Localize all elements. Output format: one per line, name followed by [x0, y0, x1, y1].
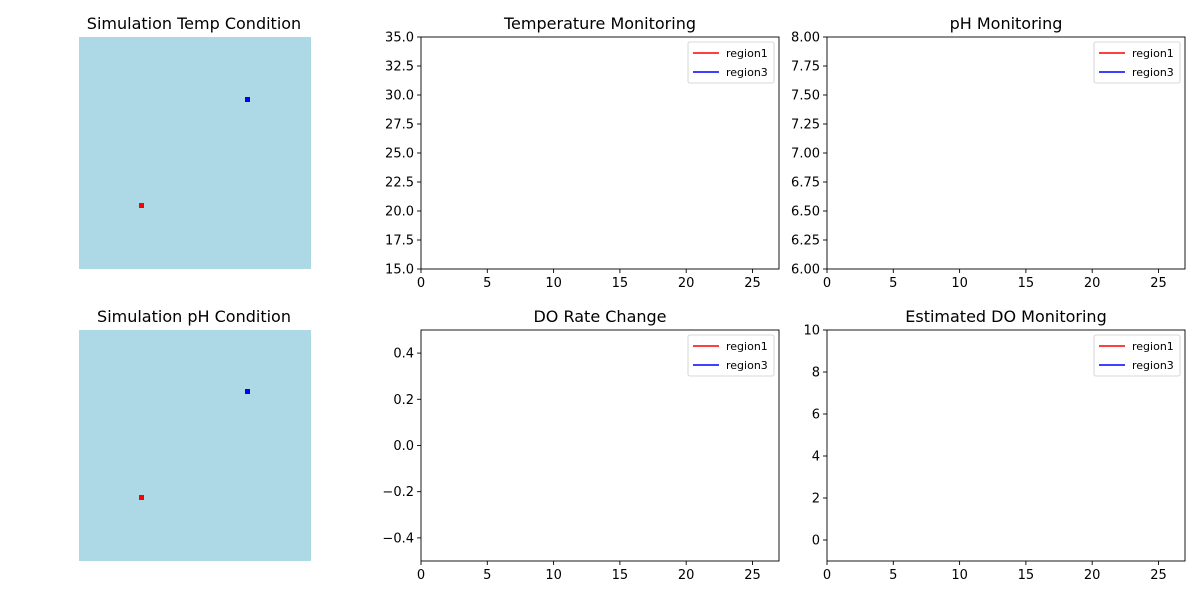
legend: region1 region3: [687, 334, 775, 377]
x-tick-label: 25: [1150, 568, 1167, 583]
y-tick-label: 0.2: [393, 393, 414, 408]
x-tick-label: 25: [744, 568, 761, 583]
y-tick-label: 0.0: [393, 439, 414, 454]
map-marker-region1-temp: [139, 203, 144, 208]
chart-title: Estimated DO Monitoring: [905, 307, 1106, 326]
y-tick-label: 10: [803, 324, 820, 339]
legend-label-region3: region3: [726, 66, 768, 79]
x-tick-label: 25: [1150, 276, 1167, 291]
x-tick-label: 10: [545, 276, 562, 291]
x-tick-label: 20: [1084, 568, 1101, 583]
chart-3: DO Rate Change 0 5 10 15 20 25 −0.4 −0.2 0.0 0.2 0.…: [382, 307, 780, 583]
legend: region1 region3: [1093, 41, 1181, 84]
map-panel-temp: Simulation Temp Condition: [79, 14, 311, 269]
y-tick-label: 6: [812, 408, 820, 423]
x-tick-label: 10: [951, 276, 968, 291]
y-tick-label: 6.25: [791, 234, 820, 249]
map-title-ph: Simulation pH Condition: [97, 307, 291, 326]
map-marker-region3-ph: [245, 389, 250, 394]
legend-label-region1: region1: [1132, 47, 1174, 60]
chart-title: Temperature Monitoring: [503, 14, 696, 33]
y-tick-label: 6.00: [791, 263, 820, 278]
y-tick-label: 8.00: [791, 31, 820, 46]
y-tick-label: 22.5: [385, 176, 414, 191]
y-tick-label: −0.2: [382, 485, 414, 500]
legend: region1 region3: [1093, 334, 1181, 377]
map-area-ph: [79, 330, 311, 561]
y-tick-label: 25.0: [385, 147, 414, 162]
map-marker-region3-temp: [245, 97, 250, 102]
x-tick-label: 10: [951, 568, 968, 583]
y-tick-label: 0.4: [393, 347, 414, 362]
x-tick-label: 5: [483, 276, 491, 291]
x-tick-label: 15: [612, 276, 629, 291]
y-tick-label: 15.0: [385, 263, 414, 278]
map-panel-ph: Simulation pH Condition: [79, 307, 311, 561]
x-tick-label: 0: [823, 568, 831, 583]
legend-label-region1: region1: [726, 47, 768, 60]
y-tick-label: 4: [812, 450, 820, 465]
legend-label-region3: region3: [1132, 66, 1174, 79]
x-tick-label: 15: [612, 568, 629, 583]
x-tick-label: 20: [1084, 276, 1101, 291]
x-tick-label: 20: [678, 568, 695, 583]
y-tick-label: 7.00: [791, 147, 820, 162]
chart-4: Estimated DO Monitoring 0 5 10 15 20 25 0 2 4 6 8 10…: [803, 307, 1186, 583]
legend-label-region1: region1: [1132, 340, 1174, 353]
x-tick-label: 20: [678, 276, 695, 291]
y-tick-label: 2: [812, 492, 820, 507]
chart-title: DO Rate Change: [533, 307, 666, 326]
x-tick-label: 15: [1018, 568, 1035, 583]
x-tick-label: 5: [889, 276, 897, 291]
map-title-temp: Simulation Temp Condition: [87, 14, 301, 33]
map-marker-region1-ph: [139, 495, 144, 500]
x-tick-label: 5: [889, 568, 897, 583]
y-tick-label: 8: [812, 366, 820, 381]
x-tick-label: 10: [545, 568, 562, 583]
y-tick-label: 35.0: [385, 31, 414, 46]
y-tick-label: 6.75: [791, 176, 820, 191]
y-tick-label: 6.50: [791, 205, 820, 220]
legend-label-region3: region3: [1132, 359, 1174, 372]
map-area-temp: [79, 37, 311, 269]
chart-2: pH Monitoring 0 5 10 15 20 25 6.00 6.25 6.50 6.75 7…: [791, 14, 1186, 291]
y-tick-label: 17.5: [385, 234, 414, 249]
plot-frame: [826, 329, 1186, 562]
y-tick-label: 30.0: [385, 89, 414, 104]
y-tick-label: 7.50: [791, 89, 820, 104]
y-tick-label: 7.25: [791, 118, 820, 133]
y-tick-label: 20.0: [385, 205, 414, 220]
x-tick-label: 5: [483, 568, 491, 583]
legend-label-region1: region1: [726, 340, 768, 353]
y-tick-label: 27.5: [385, 118, 414, 133]
x-tick-label: 0: [823, 276, 831, 291]
chart-title: pH Monitoring: [950, 14, 1063, 33]
x-tick-label: 25: [744, 276, 761, 291]
y-tick-label: 0: [812, 534, 820, 549]
y-tick-label: 7.75: [791, 60, 820, 75]
y-tick-label: 32.5: [385, 60, 414, 75]
x-tick-label: 0: [417, 568, 425, 583]
x-tick-label: 15: [1018, 276, 1035, 291]
x-tick-label: 0: [417, 276, 425, 291]
legend: region1 region3: [687, 41, 775, 84]
y-tick-label: −0.4: [382, 531, 414, 546]
legend-label-region3: region3: [726, 359, 768, 372]
chart-1: Temperature Monitoring 0 5 10 15 20 25 15.0 17.5…: [385, 14, 780, 291]
